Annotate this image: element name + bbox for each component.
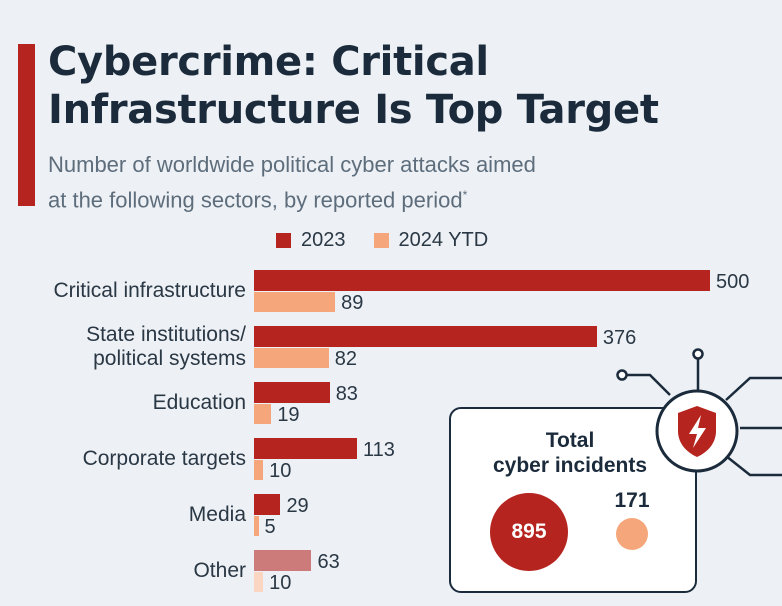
chart-subtitle-line-2: at the following sectors, by reported pe… [48,180,768,215]
bar-2024 [254,404,272,424]
bar-2023 [254,438,358,459]
legend-swatch-2024 [373,233,389,248]
category-label: Corporate targets [6,447,246,471]
category-label: Critical infrastructure [6,279,246,303]
bar-2024 [254,516,259,536]
legend-item-2023: 2023 [276,229,346,252]
category-label: Media [6,503,246,527]
data-label-2023: 63 [317,550,340,573]
title-accent-bar [18,44,35,206]
total-2023-circle: 895 [490,493,568,571]
total-2024-circle [616,518,648,550]
bar-2024 [254,460,264,480]
total-2024-value: 171 [614,489,650,512]
data-label-2024: 5 [264,516,276,538]
category-label-line: State institutions/ [86,323,246,346]
category-label-line: political systems [93,347,246,370]
chart-legend: 2023 2024 YTD [276,229,516,252]
chart-subtitle-line-2-text: at the following sectors, by reported pe… [48,187,463,213]
category-label: State institutions/political systems [6,323,246,371]
data-label-2024: 19 [277,404,300,426]
chart-title: Cybercrime: Critical Infrastructure Is T… [48,38,768,134]
chart-title-line-2: Infrastructure Is Top Target [48,87,659,133]
summary-title-line-2: cyber incidents [492,454,648,477]
shield-lightning-icon [655,389,739,473]
chart-subtitle-line-1: Number of worldwide political cyber atta… [48,152,536,177]
category-label: Education [6,391,246,415]
summary-panel [449,407,697,593]
circuit-lines [616,348,782,477]
chart-subtitle: Number of worldwide political cyber atta… [48,150,768,215]
data-label-2024: 82 [334,348,358,370]
bar-2023 [254,270,710,291]
bar-2023 [254,550,312,571]
category-label-line: Corporate targets [82,447,246,470]
data-label-2023: 500 [716,270,750,293]
bar-2024 [254,348,329,368]
bar-2023 [254,494,281,515]
bar-2023 [254,382,330,403]
data-label-2023: 113 [363,438,395,461]
bar-2024 [254,292,336,312]
category-label-line: Media [188,503,246,526]
footnote-mark: * [462,188,468,202]
data-label-2024: 10 [269,460,292,482]
data-label-2023: 376 [602,326,637,349]
data-label-2023: 29 [286,494,309,517]
total-2023-value: 895 [511,520,547,543]
category-label: Other [6,559,246,583]
category-label-line: Education [152,391,246,414]
legend-label-2023: 2023 [301,229,346,251]
data-label-2023: 83 [335,382,358,405]
bar-2024 [254,572,264,592]
category-label-line: Critical infrastructure [53,279,246,302]
bar-2023 [254,326,597,347]
summary-title-line-1: Total [545,429,595,452]
legend-swatch-2023 [276,233,291,248]
category-label-line: Other [193,559,246,582]
legend-label-2024: 2024 YTD [398,229,489,251]
chart-title-line-1: Cybercrime: Critical [48,39,489,85]
data-label-2024: 89 [341,292,364,314]
summary-title: Total cyber incidents [470,428,670,478]
data-label-2024: 10 [269,572,292,594]
legend-item-2024: 2024 YTD [373,229,489,252]
